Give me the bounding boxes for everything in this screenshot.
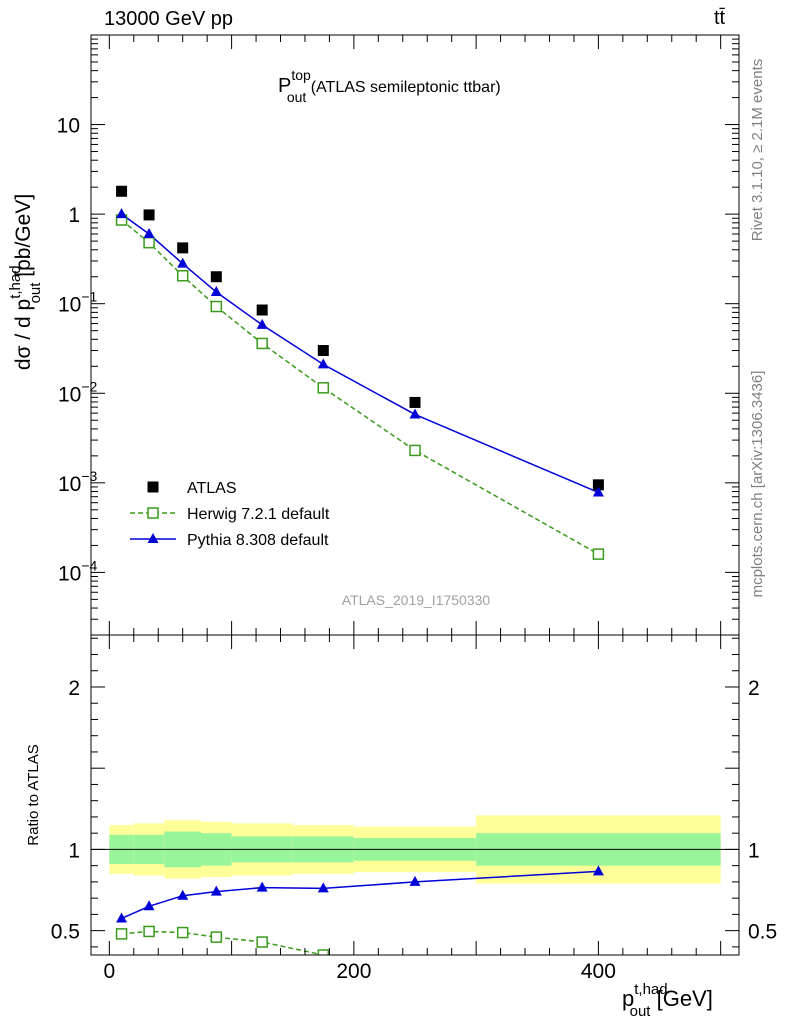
title-sup: top bbox=[291, 67, 311, 83]
main-point-data-5 bbox=[317, 345, 329, 357]
main-point-pythia-3 bbox=[210, 286, 222, 297]
main-point-data-7 bbox=[592, 479, 604, 491]
main-line-herwig bbox=[121, 219, 599, 555]
x-tick-label-2: 400 bbox=[581, 960, 616, 983]
title-main: P bbox=[278, 75, 291, 97]
ratio-point-pythia-2 bbox=[177, 889, 189, 900]
main-line-pythia bbox=[121, 213, 599, 494]
main-y-tick-label-2: 10−1 bbox=[58, 289, 98, 317]
main-point-data-2 bbox=[177, 242, 189, 254]
ratio-point-pythia-4 bbox=[256, 881, 268, 892]
legend-label-pythia: Pythia 8.308 default bbox=[187, 532, 329, 549]
legend-marker-pythia bbox=[147, 533, 159, 543]
ratio-point-herwig-5 bbox=[317, 949, 330, 955]
axis-ticks bbox=[91, 34, 739, 955]
ratio-y-tick-label-left-2: 0.5 bbox=[51, 921, 80, 944]
ratio-y-tick-label-right-1: 1 bbox=[748, 839, 760, 862]
main-point-herwig-2 bbox=[176, 270, 189, 282]
main-point-data-3 bbox=[210, 271, 222, 283]
legend-label-herwig: Herwig 7.2.1 default bbox=[187, 506, 330, 523]
main-point-herwig-4 bbox=[256, 337, 268, 350]
main-y-tick-label-3: 10−2 bbox=[58, 378, 98, 406]
main-point-pythia-5 bbox=[317, 358, 329, 369]
ratio-y-tick-label-left-0: 2 bbox=[68, 677, 80, 700]
title-sub: out bbox=[287, 89, 307, 105]
ylabel-sup: t,had bbox=[7, 265, 24, 298]
analysis-watermark: ATLAS_2019_I1750330 bbox=[342, 592, 491, 608]
main-point-herwig-7 bbox=[592, 548, 605, 560]
ratio-point-pythia-7 bbox=[592, 865, 604, 876]
ratio-y-tick-label-right-0: 2 bbox=[748, 677, 760, 700]
xlabel-sup: t,had bbox=[634, 981, 667, 998]
main-series-group bbox=[115, 185, 605, 560]
x-tick-label-1: 200 bbox=[336, 960, 371, 983]
tick-labels: 10 1 10−1 10−2 10−3 10−4 2 2 1 1 0.5 0.5 0 200 400 bbox=[51, 115, 777, 983]
legend-marker-herwig bbox=[147, 507, 159, 519]
main-point-data-0 bbox=[116, 185, 128, 197]
legend: ATLAS Herwig 7.2.1 default Pythia 8.308 de… bbox=[130, 480, 330, 549]
main-point-pythia-4 bbox=[256, 318, 268, 329]
ratio-y-tick-label-left-1: 1 bbox=[68, 839, 80, 862]
xlabel-b: [GeV] bbox=[650, 986, 712, 1011]
main-y-axis-label: dσ / d pt,had out [pb/GeV] bbox=[7, 194, 44, 370]
ratio-y-axis-label: Ratio to ATLAS bbox=[25, 744, 42, 845]
title-rest: (ATLAS semileptonic ttbar) bbox=[306, 79, 500, 96]
ratio-point-pythia-0 bbox=[116, 912, 128, 923]
main-point-data-6 bbox=[409, 396, 421, 408]
legend-marker-data bbox=[147, 481, 159, 493]
main-point-herwig-5 bbox=[317, 382, 330, 394]
ratio-point-pythia-5 bbox=[317, 882, 329, 893]
xlabel-sub: out bbox=[630, 1003, 652, 1020]
ratio-point-pythia-1 bbox=[143, 900, 155, 911]
plot-title: Ptop out (ATLAS semileptonic ttbar) bbox=[278, 67, 501, 105]
ylabel-a: dσ / d p bbox=[12, 299, 35, 370]
ratio-point-herwig-4 bbox=[256, 936, 268, 948]
legend-label-data: ATLAS bbox=[187, 480, 237, 497]
main-point-herwig-1 bbox=[143, 236, 155, 249]
xlabel-a: p bbox=[622, 986, 634, 1011]
ylabel-sub: out bbox=[27, 282, 44, 304]
ylabel-b: [pb/GeV] bbox=[12, 194, 35, 283]
main-point-pythia-0 bbox=[116, 208, 128, 219]
main-y-tick-label-4: 10−3 bbox=[58, 468, 98, 496]
main-point-data-1 bbox=[143, 209, 155, 221]
main-point-pythia-2 bbox=[177, 257, 189, 268]
ratio-plot-frame bbox=[90, 634, 740, 956]
ratio-y-tick-label-right-2: 0.5 bbox=[748, 921, 777, 944]
ratio-point-herwig-3 bbox=[210, 931, 223, 943]
energy-label: 13000 GeV pp bbox=[104, 8, 233, 30]
main-point-data-4 bbox=[256, 304, 268, 316]
x-tick-label-0: 0 bbox=[103, 960, 115, 983]
main-y-tick-label-1: 1 bbox=[68, 204, 80, 227]
main-point-pythia-7 bbox=[592, 486, 604, 497]
main-y-tick-label-0: 10 bbox=[57, 115, 80, 138]
x-axis-label: pt,had out [GeV] bbox=[622, 981, 713, 1020]
ratio-point-pythia-3 bbox=[210, 885, 222, 896]
ratio-point-pythia-6 bbox=[409, 875, 421, 886]
main-point-pythia-1 bbox=[143, 228, 155, 239]
ratio-line-pythia bbox=[121, 870, 599, 920]
main-y-tick-label-5: 10−4 bbox=[58, 557, 98, 585]
ratio-point-herwig-2 bbox=[176, 926, 189, 939]
main-point-herwig-3 bbox=[210, 300, 223, 313]
ratio-series-group bbox=[115, 865, 604, 955]
main-point-herwig-6 bbox=[409, 444, 421, 457]
process-label: tt̄ bbox=[714, 7, 726, 29]
ratio-point-herwig-1 bbox=[143, 925, 155, 938]
ratio-point-herwig-0 bbox=[115, 928, 128, 940]
main-point-pythia-6 bbox=[409, 408, 421, 419]
